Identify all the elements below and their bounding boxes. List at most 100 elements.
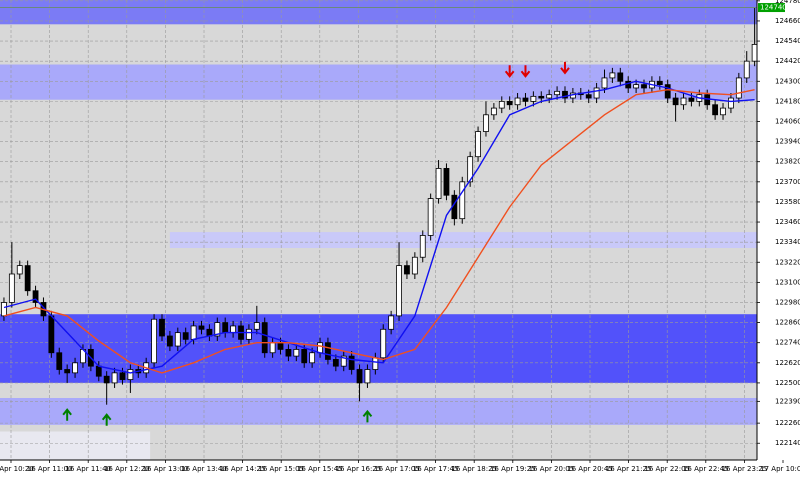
x-tick-label: 16 Apr 20:05 xyxy=(529,465,575,473)
candle-body xyxy=(95,365,102,377)
candle-body xyxy=(119,372,126,380)
y-tick-label: 122140 xyxy=(775,439,800,447)
candle-body xyxy=(530,95,537,102)
candle-body xyxy=(435,168,442,199)
candle-body xyxy=(253,322,260,330)
x-tick-label: 16 Apr 18:25 xyxy=(451,465,497,473)
y-tick-label: 124540 xyxy=(775,37,800,45)
candle-body xyxy=(174,332,181,347)
x-tick-label: 16 Apr 10:20 xyxy=(0,465,34,473)
y-tick-label: 122860 xyxy=(775,319,800,327)
candle-body xyxy=(672,97,679,106)
candle-body xyxy=(332,359,339,367)
price-zone xyxy=(0,431,151,460)
candle-body xyxy=(388,315,395,330)
candle-body xyxy=(8,273,15,303)
candle-body xyxy=(111,372,118,384)
buy-arrow xyxy=(362,409,373,423)
candle-body xyxy=(664,84,671,99)
candle-body xyxy=(151,318,157,364)
buy-arrow xyxy=(101,413,112,426)
x-tick-label: 16 Apr 15:05 xyxy=(258,465,304,473)
plot-area xyxy=(0,0,757,460)
candle-body xyxy=(16,265,23,275)
candle-body xyxy=(56,352,63,370)
price-zone xyxy=(0,64,757,100)
sell-arrow xyxy=(560,61,570,75)
y-tick-label: 122620 xyxy=(775,359,800,367)
x-tick-label: 16 Apr 14:25 xyxy=(220,465,266,473)
x-tick-label: 16 Apr 12:20 xyxy=(104,465,150,473)
candle-body xyxy=(309,352,316,364)
candle-body xyxy=(475,131,481,158)
x-tick-label: 17 Apr 10:00 xyxy=(760,465,800,473)
y-tick-label: 124780 xyxy=(775,0,800,5)
y-tick-label: 123700 xyxy=(775,178,800,186)
candle-body xyxy=(751,44,757,62)
y-tick-label: 123220 xyxy=(775,258,800,266)
candle-body xyxy=(72,362,78,374)
y-tick-label: 122260 xyxy=(775,419,800,427)
y-tick-label: 124420 xyxy=(775,57,800,65)
candle-body xyxy=(467,156,474,183)
buy-arrow xyxy=(62,408,72,421)
candle-body xyxy=(182,332,189,340)
x-tick-label: 16 Apr 23:25 xyxy=(722,465,768,473)
candle-body xyxy=(720,107,726,116)
x-tick-label: 16 Apr 11:40 xyxy=(65,465,111,473)
x-tick-label: 16 Apr 17:45 xyxy=(413,465,459,473)
moving-average-line xyxy=(3,80,755,374)
candle-body xyxy=(562,90,568,99)
candle-body xyxy=(419,235,426,258)
candle-body xyxy=(348,355,355,370)
candle-body xyxy=(688,97,695,102)
y-tick-label: 122980 xyxy=(775,298,800,306)
candle-body xyxy=(214,322,221,337)
candle-body xyxy=(522,97,529,102)
candle-body xyxy=(735,77,742,99)
candle-body xyxy=(372,357,379,370)
candle-body xyxy=(277,342,284,350)
candle-body xyxy=(340,355,347,367)
candle-body xyxy=(230,325,237,334)
x-tick-label: 16 Apr 21:25 xyxy=(606,465,652,473)
candle-body xyxy=(127,369,134,380)
y-tick-label: 124180 xyxy=(775,97,800,105)
x-tick-label: 16 Apr 15:45 xyxy=(297,465,343,473)
candle-body xyxy=(459,181,466,220)
current-price-label: 124740 xyxy=(760,4,787,12)
candle-body xyxy=(103,375,110,384)
candle-body xyxy=(24,265,31,292)
candle-body xyxy=(48,315,55,354)
candle-body xyxy=(593,87,600,99)
candle-body xyxy=(743,60,750,79)
y-tick-label: 123460 xyxy=(775,218,800,226)
candle-body xyxy=(506,100,513,106)
price-zone xyxy=(169,232,757,249)
sell-arrow xyxy=(504,65,515,78)
candle-body xyxy=(159,318,165,337)
y-tick-label: 123820 xyxy=(775,158,800,166)
sell-arrow xyxy=(520,65,531,78)
candle-body xyxy=(680,97,687,106)
x-tick-label: 16 Apr 20:45 xyxy=(567,465,613,473)
price-zone xyxy=(0,397,757,425)
y-tick-label: 124060 xyxy=(775,117,800,125)
candle-body xyxy=(222,322,229,334)
candle-body xyxy=(641,84,647,89)
candle-body xyxy=(261,322,268,354)
candle-body xyxy=(554,90,560,96)
x-tick-label: 16 Apr 19:25 xyxy=(490,465,536,473)
candle-body xyxy=(404,265,410,275)
candle-body xyxy=(1,302,7,317)
candle-body xyxy=(656,80,663,86)
x-tick-label: 16 Apr 16:25 xyxy=(336,465,382,473)
y-tick-label: 122740 xyxy=(775,339,800,347)
candle-body xyxy=(538,95,545,99)
candle-body xyxy=(325,342,331,360)
candle-body xyxy=(269,342,276,354)
candle-body xyxy=(601,77,608,89)
